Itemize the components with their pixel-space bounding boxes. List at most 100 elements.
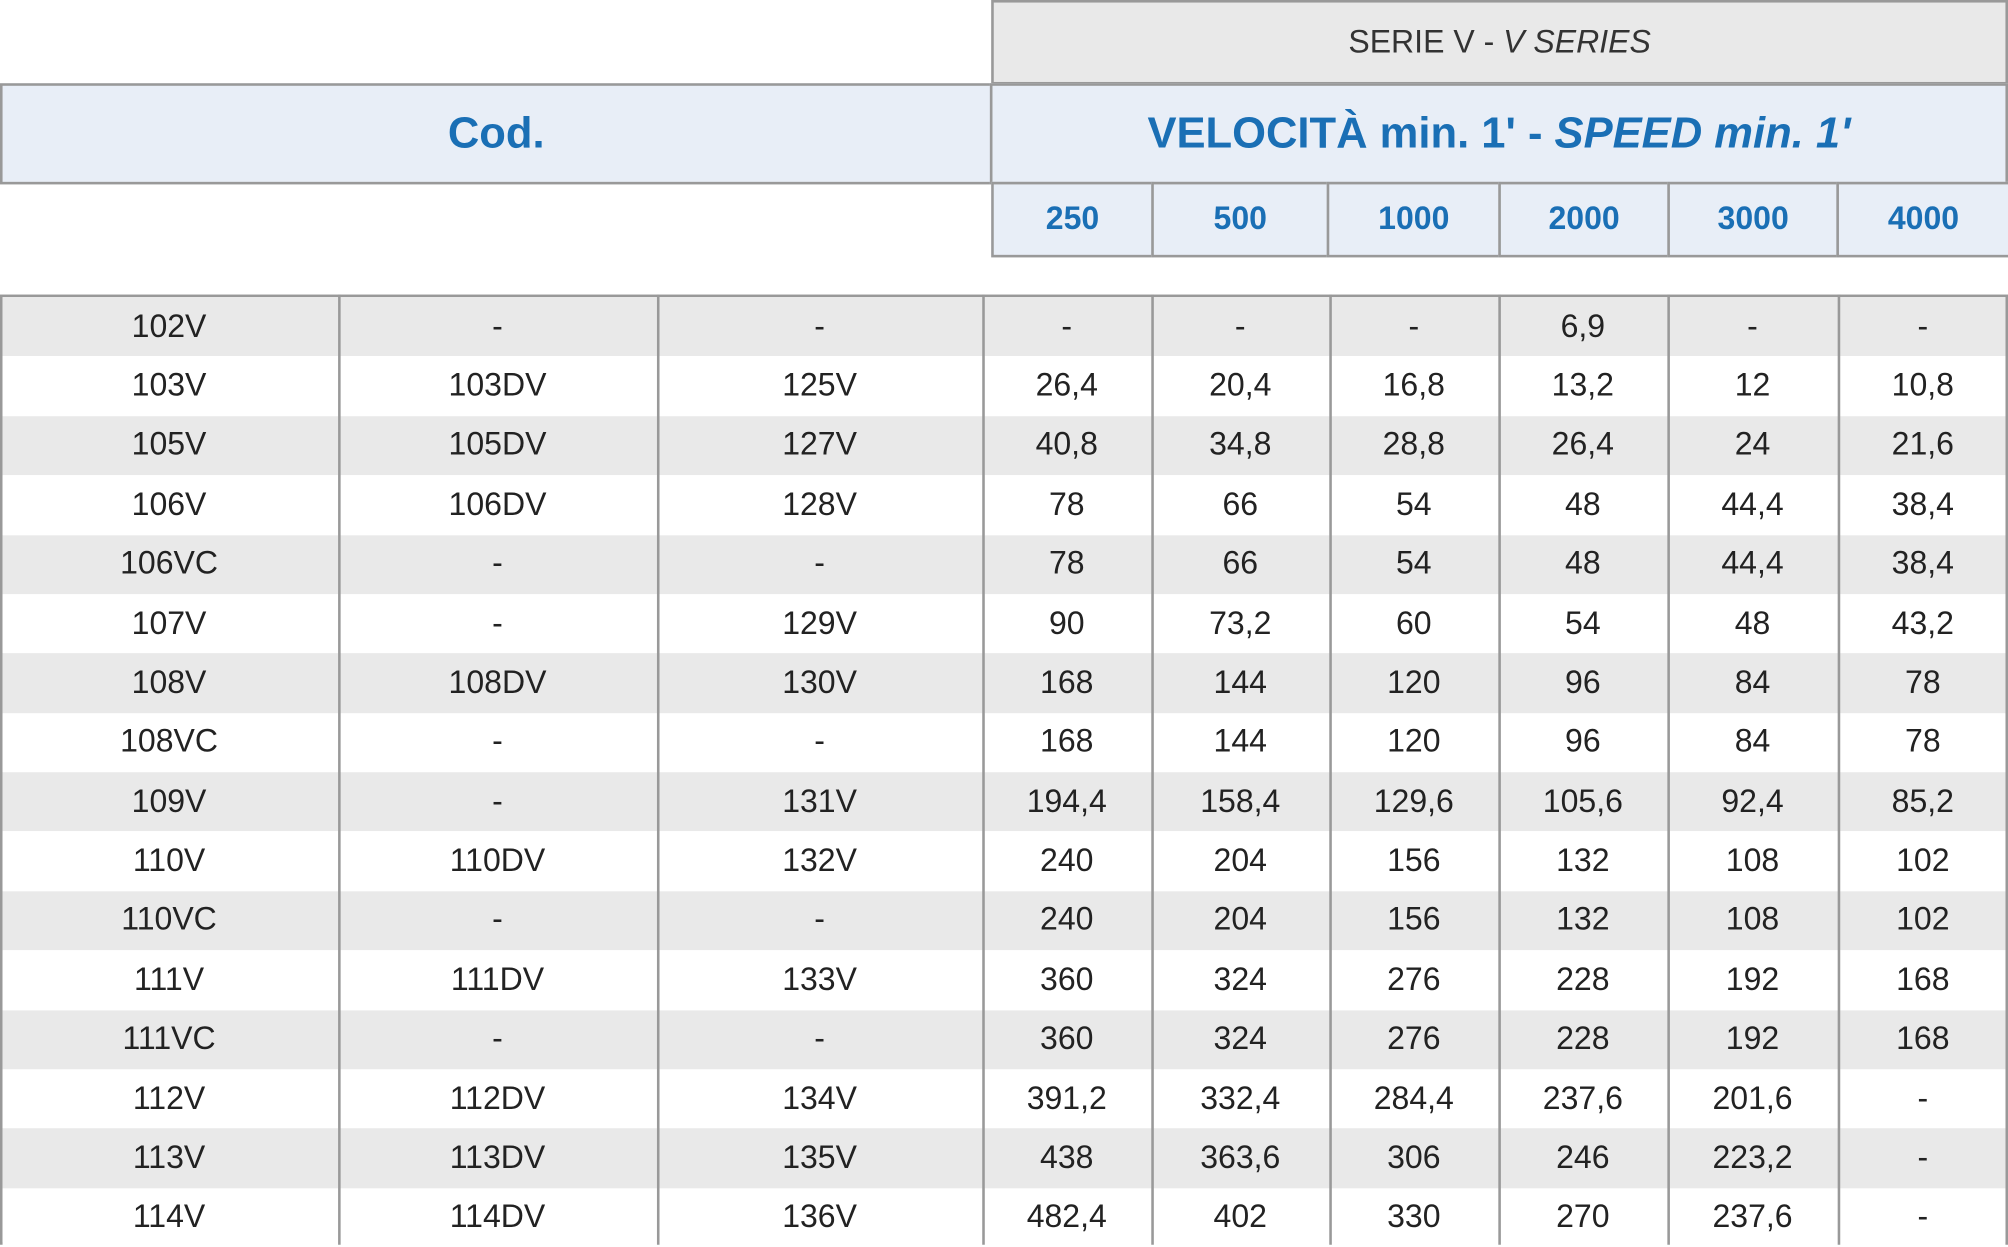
code-cell: 111V [134,961,205,998]
code-cell: 113DV [449,1139,546,1176]
value-cell: 156 [1387,842,1441,879]
row-bg [2,415,2006,476]
code-cell: 112DV [449,1080,546,1117]
value-cell: 6,9 [1560,308,1606,345]
value-cell: 102 [1896,902,1950,938]
value-cell: - [1061,308,1073,345]
value-cell: 391,2 [1026,1080,1107,1117]
row-bg [2,831,2006,891]
value-cell: 237,6 [1542,1080,1623,1117]
value-cell: 54 [1395,486,1432,523]
row-bg [2,772,2006,832]
value-cell: 363,6 [1200,1139,1281,1176]
code-cell: - [492,605,503,642]
value-cell: 105,6 [1542,783,1623,820]
code-cell: 105DV [448,427,547,463]
value-cell: 84 [1734,664,1771,701]
code-cell: - [492,1020,503,1057]
value-cell: 73,2 [1209,605,1272,642]
code-cell: 106VC [120,545,218,582]
value-cell: 34,8 [1209,427,1272,463]
value-cell: 44,4 [1721,486,1784,523]
column-rule [1151,294,1154,1245]
value-cell: 66 [1222,545,1259,582]
code-cell: 109V [131,783,207,820]
speed-label: 250 [991,181,1154,258]
row-bg [2,1128,2006,1188]
code-cell: 106DV [448,486,547,523]
value-cell: 402 [1213,1199,1267,1235]
value-cell: 108 [1725,902,1780,938]
code-cell: 111DV [450,961,545,998]
code-cell: 103DV [448,367,547,404]
value-cell: 129,6 [1373,783,1454,820]
value-cell: 223,2 [1712,1139,1793,1176]
code-cell: 132V [782,842,857,879]
value-cell: 78 [1048,545,1085,582]
column-rule [982,294,985,1245]
row-bg [2,1009,2006,1070]
value-cell: 48 [1565,486,1601,523]
code-cell: 131V [782,783,857,820]
value-cell: 54 [1395,545,1432,582]
value-cell: 324 [1213,961,1267,998]
code-cell: 127V [782,427,857,463]
code-cell: - [814,545,825,582]
value-cell: 38,4 [1891,545,1954,582]
row-bg [2,594,2006,654]
value-cell: 201,6 [1712,1080,1793,1117]
value-cell: 10,8 [1891,367,1954,404]
row-bg [2,356,2006,416]
value-cell: 78 [1048,486,1085,523]
code-cell: 114DV [449,1199,546,1235]
speed-label: 2000 [1498,181,1670,258]
speed-it: VELOCITÀ min. 1' - [1147,108,1543,158]
code-cell: 110V [132,842,206,879]
code-cell: - [492,902,503,938]
value-cell: 276 [1387,961,1441,998]
value-cell: 40,8 [1035,427,1098,463]
speed-en: SPEED min. 1' [1554,108,1851,158]
value-cell: 192 [1725,961,1780,998]
value-cell: 192 [1725,1020,1780,1057]
code-cell: - [814,308,825,345]
speed-label: 500 [1151,181,1330,258]
code-cell: 105V [131,427,207,463]
value-cell: 38,4 [1891,486,1954,523]
value-cell: 144 [1213,723,1267,760]
value-cell: 24 [1734,427,1771,463]
value-cell: - [1747,308,1758,345]
speed-label: 4000 [1836,181,2008,258]
code-cell: 103V [131,367,207,404]
value-cell: 16,8 [1382,367,1445,404]
series-it: SERIE V - [1348,23,1495,60]
row-bg [2,653,2006,713]
value-cell: 158,4 [1200,783,1281,820]
speed-label: 3000 [1667,181,1839,258]
row-bg [2,1187,2006,1247]
value-cell: 132 [1556,842,1610,879]
code-cell: 110VC [121,902,217,938]
value-cell: - [1408,308,1420,345]
code-cell: - [492,783,503,820]
value-cell: 92,4 [1721,783,1784,820]
code-cell: 102V [131,308,207,345]
value-cell: 438 [1040,1139,1094,1176]
value-cell: 156 [1387,902,1441,938]
value-cell: 168 [1040,664,1094,701]
value-cell: 132 [1556,902,1610,938]
value-cell: 324 [1213,1020,1267,1057]
value-cell: 78 [1905,664,1941,701]
column-rule [1329,294,1332,1245]
value-cell: 26,4 [1551,427,1614,463]
value-cell: 20,4 [1209,367,1272,404]
row-bg [2,890,2006,951]
code-cell: 114V [132,1199,206,1235]
value-cell: 85,2 [1891,783,1954,820]
value-cell: 360 [1040,1020,1094,1057]
value-cell: 360 [1040,961,1094,998]
code-cell: - [814,723,825,760]
code-cell: - [492,308,503,345]
code-cell: 107V [131,605,207,642]
